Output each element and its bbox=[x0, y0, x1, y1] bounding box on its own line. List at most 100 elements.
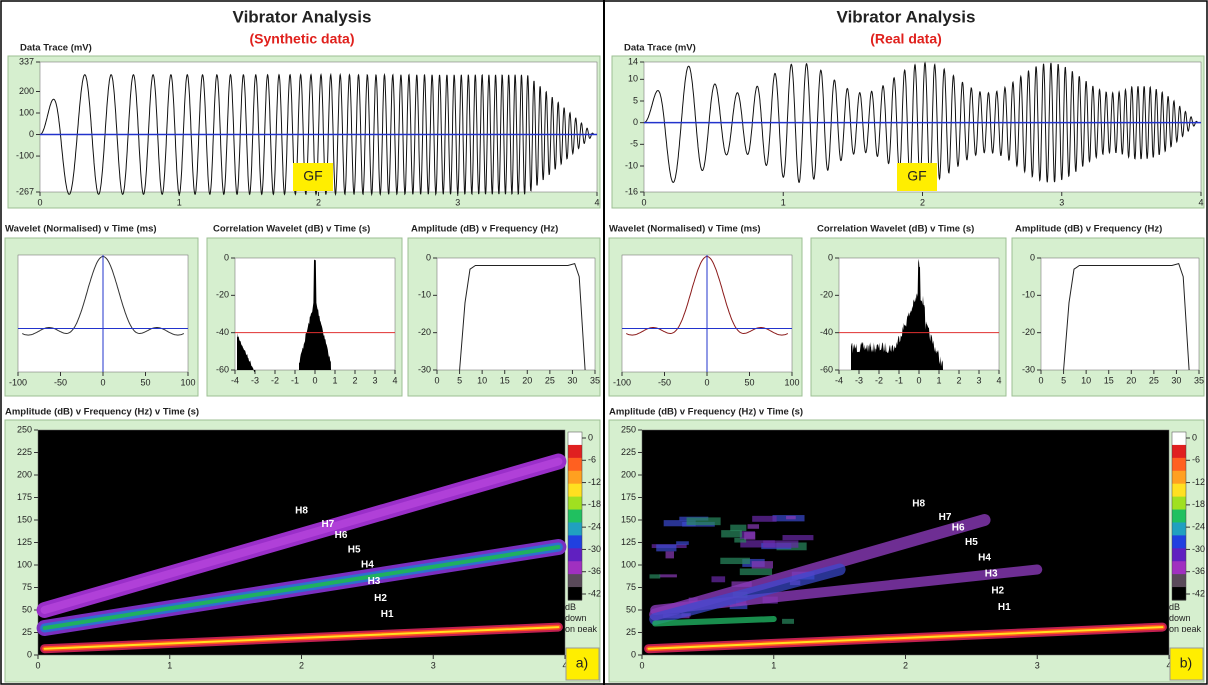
y-tick-label: 150 bbox=[621, 514, 636, 524]
noise bbox=[656, 544, 677, 552]
x-tick-label: 3 bbox=[1059, 197, 1064, 207]
y-tick-label: 225 bbox=[621, 447, 636, 457]
tag-label: a) bbox=[576, 655, 588, 671]
harmonic-label: H5 bbox=[348, 544, 361, 555]
harmonic-band bbox=[43, 626, 560, 650]
colorbar-cell bbox=[568, 548, 582, 562]
colorbar-tick-label: -36 bbox=[588, 566, 601, 576]
x-tick-label: 1 bbox=[771, 660, 776, 670]
x-tick-label: 3 bbox=[455, 197, 460, 207]
colorbar-tick-label: -30 bbox=[1192, 544, 1205, 554]
colorbar-label-box: dB down on peak bbox=[565, 602, 597, 632]
colorbar-tick-label: -42 bbox=[588, 588, 601, 598]
noise bbox=[786, 515, 796, 520]
x-tick-label: -3 bbox=[251, 375, 259, 385]
x-tick-label: 2 bbox=[316, 197, 321, 207]
x-tick-label: 30 bbox=[567, 375, 577, 385]
y-tick-label: 125 bbox=[17, 537, 32, 547]
noise bbox=[659, 574, 677, 578]
harmonic-label: H4 bbox=[978, 552, 991, 563]
spectrum-title: Amplitude (dB) v Frequency (Hz) bbox=[411, 224, 558, 235]
noise bbox=[730, 524, 747, 532]
colorbar-tick-label: -12 bbox=[588, 477, 601, 487]
x-tick-label: 10 bbox=[1081, 375, 1091, 385]
y-tick-label: 0 bbox=[426, 252, 431, 262]
colorbar-tick-label: 0 bbox=[588, 432, 593, 442]
correlation-title: Correlation Wavelet (dB) v Time (s) bbox=[213, 224, 370, 235]
y-tick-label: -5 bbox=[630, 139, 638, 149]
x-tick-label: -4 bbox=[231, 375, 239, 385]
harmonic-band bbox=[649, 563, 846, 625]
colorbar-tick-label: -24 bbox=[1192, 522, 1205, 532]
harmonic-band bbox=[652, 616, 777, 627]
x-tick-label: 50 bbox=[140, 377, 150, 387]
x-tick-label: 2 bbox=[352, 375, 357, 385]
x-tick-label: 1 bbox=[332, 375, 337, 385]
x-tick-label: 30 bbox=[1171, 375, 1181, 385]
y-tick-label: 100 bbox=[17, 559, 32, 569]
y-tick-label: 25 bbox=[22, 627, 32, 637]
x-tick-label: 0 bbox=[641, 197, 646, 207]
x-tick-label: 0 bbox=[916, 375, 921, 385]
spectrum-curve bbox=[1063, 262, 1190, 371]
x-tick-label: 1 bbox=[177, 197, 182, 207]
harmonic-band bbox=[42, 545, 561, 630]
x-tick-label: 35 bbox=[590, 375, 600, 385]
spectrum-title: Amplitude (dB) v Frequency (Hz) bbox=[1015, 224, 1162, 235]
colorbar-cell bbox=[1172, 483, 1186, 498]
x-tick-label: 15 bbox=[1104, 375, 1114, 385]
colorbar-tick-label: -36 bbox=[1192, 566, 1205, 576]
colorbar-cell bbox=[1172, 561, 1186, 575]
x-tick-label: 0 bbox=[100, 377, 105, 387]
colorbar-tick-label: -6 bbox=[1192, 455, 1200, 465]
y-tick-label: 100 bbox=[19, 107, 34, 117]
y-tick-label: -60 bbox=[820, 364, 833, 374]
x-tick-label: 25 bbox=[1149, 375, 1159, 385]
y-tick-label: 5 bbox=[633, 95, 638, 105]
x-tick-label: 4 bbox=[594, 197, 599, 207]
y-tick-label: 200 bbox=[621, 469, 636, 479]
colorbar-tick-label: -6 bbox=[588, 455, 596, 465]
panel-subtitle: (Real data) bbox=[870, 31, 942, 47]
x-tick-label: 25 bbox=[545, 375, 555, 385]
harmonic-label: H2 bbox=[374, 593, 387, 604]
x-tick-label: 0 bbox=[35, 660, 40, 670]
y-tick-label: 75 bbox=[22, 582, 32, 592]
y-tick-label: -40 bbox=[820, 327, 833, 337]
spectrum-curve bbox=[459, 262, 586, 371]
colorbar-label: dB down on peak bbox=[1169, 602, 1202, 632]
x-tick-label: 2 bbox=[920, 197, 925, 207]
y-tick-label: 337 bbox=[19, 56, 34, 66]
noise bbox=[665, 551, 674, 559]
y-tick-label: -30 bbox=[418, 364, 431, 374]
x-tick-label: 2 bbox=[956, 375, 961, 385]
harmonic-label: H3 bbox=[368, 576, 381, 587]
colorbar-cell bbox=[1172, 444, 1186, 459]
colorbar-tick-label: -24 bbox=[588, 522, 601, 532]
x-tick-label: -50 bbox=[658, 377, 671, 387]
x-tick-label: 4 bbox=[392, 375, 397, 385]
harmonic-band bbox=[40, 457, 563, 614]
colorbar-tick-label: -18 bbox=[1192, 499, 1205, 509]
y-tick-label: 14 bbox=[628, 56, 638, 66]
x-tick-label: 2 bbox=[299, 660, 304, 670]
harmonic-label: H8 bbox=[912, 498, 925, 509]
trace-title: Data Trace (mV) bbox=[624, 43, 696, 54]
colorbar-frame bbox=[1171, 431, 1187, 601]
correlation-fill bbox=[851, 258, 943, 370]
x-tick-label: 5 bbox=[1061, 375, 1066, 385]
noise bbox=[752, 515, 777, 522]
noise bbox=[686, 517, 721, 526]
x-tick-label: 4 bbox=[562, 660, 567, 670]
x-tick-label: 2 bbox=[903, 660, 908, 670]
harmonic-label: H1 bbox=[998, 602, 1011, 613]
y-tick-label: 0 bbox=[633, 117, 638, 127]
y-tick-label: -30 bbox=[1022, 364, 1035, 374]
tag-box bbox=[565, 647, 600, 681]
wavelet-title: Wavelet (Normalised) v Time (ms) bbox=[5, 224, 157, 235]
noise bbox=[663, 520, 696, 527]
colorbar-cell bbox=[1172, 548, 1186, 562]
harmonic-label: H5 bbox=[965, 537, 978, 548]
